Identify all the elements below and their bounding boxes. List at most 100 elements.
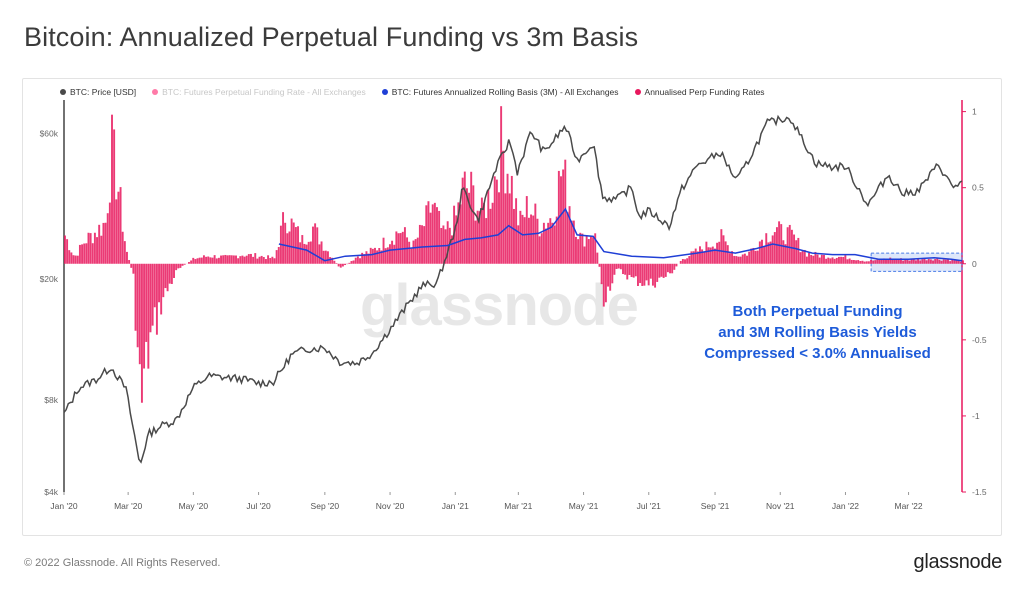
funding-bar: [523, 217, 526, 264]
funding-bar: [929, 259, 932, 264]
funding-bar: [720, 229, 723, 264]
funding-bar: [155, 263, 158, 335]
funding-bar: [538, 236, 541, 264]
legend-label-annualised-funding: Annualised Perp Funding Rates: [644, 87, 765, 97]
funding-bar: [138, 263, 141, 365]
funding-bar: [190, 260, 193, 264]
funding-bar: [818, 257, 821, 264]
funding-bar: [951, 259, 954, 264]
funding-bar: [600, 263, 603, 285]
funding-bar: [378, 248, 381, 264]
funding-bar: [500, 106, 503, 264]
funding-bar: [243, 256, 246, 264]
funding-bar: [649, 263, 652, 279]
funding-bar: [859, 260, 862, 264]
legend-label-price: BTC: Price [USD]: [70, 87, 137, 97]
legend-item-perp-funding[interactable]: BTC: Futures Perpetual Funding Rate - Al…: [152, 86, 366, 98]
funding-bar: [613, 263, 616, 275]
legend-dot-perp-funding: [152, 89, 159, 95]
funding-bar: [297, 226, 299, 264]
funding-bar: [393, 244, 396, 264]
funding-bar: [825, 258, 828, 264]
funding-bar: [889, 257, 892, 264]
funding-bar: [117, 191, 120, 264]
legend-item-price[interactable]: BTC: Price [USD]: [60, 86, 136, 98]
funding-bar: [217, 257, 220, 264]
funding-bar: [728, 253, 731, 264]
funding-bar: [799, 252, 802, 264]
funding-bar: [463, 171, 466, 264]
legend-item-rolling-basis[interactable]: BTC: Futures Annualized Rolling Basis (3…: [381, 86, 619, 98]
funding-bar: [786, 227, 789, 264]
funding-bar: [936, 258, 939, 264]
funding-bar: [188, 262, 190, 264]
x-tick-label: May '20: [179, 501, 209, 511]
funding-bar: [320, 241, 323, 264]
funding-bar: [350, 261, 353, 264]
funding-bar: [842, 256, 845, 264]
funding-bar: [254, 253, 257, 264]
funding-bar: [545, 228, 547, 264]
funding-bar: [919, 260, 922, 264]
funding-bar: [765, 233, 768, 264]
funding-bar: [284, 222, 287, 264]
funding-bar: [686, 258, 689, 264]
x-tick-label: Nov '21: [766, 501, 795, 511]
x-tick-label: Jan '20: [50, 501, 77, 511]
funding-bar: [820, 254, 823, 264]
x-tick-label: Sep '21: [701, 501, 730, 511]
funding-bar: [654, 263, 657, 288]
funding-bar: [480, 197, 483, 264]
page-title: Bitcoin: Annualized Perpetual Funding vs…: [24, 22, 639, 52]
funding-bar: [170, 263, 173, 284]
chart-frame: [22, 78, 1002, 536]
funding-bar: [912, 259, 915, 264]
funding-bar: [382, 237, 385, 264]
funding-bar: [282, 212, 285, 264]
funding-bar: [493, 176, 496, 264]
funding-bar: [553, 225, 556, 264]
funding-bar: [102, 222, 105, 264]
funding-bar: [690, 251, 693, 264]
funding-bar: [235, 255, 237, 264]
funding-bar: [461, 177, 464, 264]
funding-bar: [622, 263, 624, 275]
funding-bar: [831, 257, 834, 264]
funding-bar: [250, 253, 252, 264]
funding-bar: [808, 252, 810, 264]
funding-bar: [780, 224, 783, 264]
funding-bar: [761, 239, 763, 264]
funding-bar: [906, 259, 909, 264]
funding-bar: [487, 189, 490, 264]
funding-bar: [181, 263, 184, 266]
funding-bar: [934, 259, 937, 264]
legend-item-annualised-funding[interactable]: Annualised Perp Funding Rates: [634, 86, 765, 98]
funding-bar: [431, 204, 434, 264]
funding-bar: [100, 235, 103, 264]
funding-bar: [132, 263, 135, 274]
funding-bar: [880, 259, 883, 264]
funding-bar: [771, 235, 774, 264]
funding-bar: [885, 259, 887, 264]
funding-bar: [575, 236, 577, 264]
funding-bar: [696, 251, 699, 264]
funding-bar: [485, 218, 488, 264]
funding-bar: [401, 231, 404, 264]
funding-bar: [711, 246, 714, 264]
funding-bar: [367, 253, 370, 264]
funding-bar: [177, 263, 180, 269]
funding-bar: [388, 244, 391, 264]
funding-bar: [108, 202, 111, 264]
funding-bar: [938, 259, 941, 264]
funding-bar: [748, 251, 751, 264]
funding-bar: [365, 251, 368, 264]
funding-bar: [767, 242, 770, 264]
footer-logo[interactable]: glassnode: [913, 551, 1003, 573]
funding-bar: [833, 258, 836, 264]
funding-bar: [341, 263, 344, 267]
x-tick-label: Jan '22: [832, 501, 859, 511]
funding-bar: [397, 233, 400, 264]
funding-bar: [604, 263, 607, 303]
funding-bar: [305, 244, 308, 264]
funding-bar: [457, 202, 460, 264]
